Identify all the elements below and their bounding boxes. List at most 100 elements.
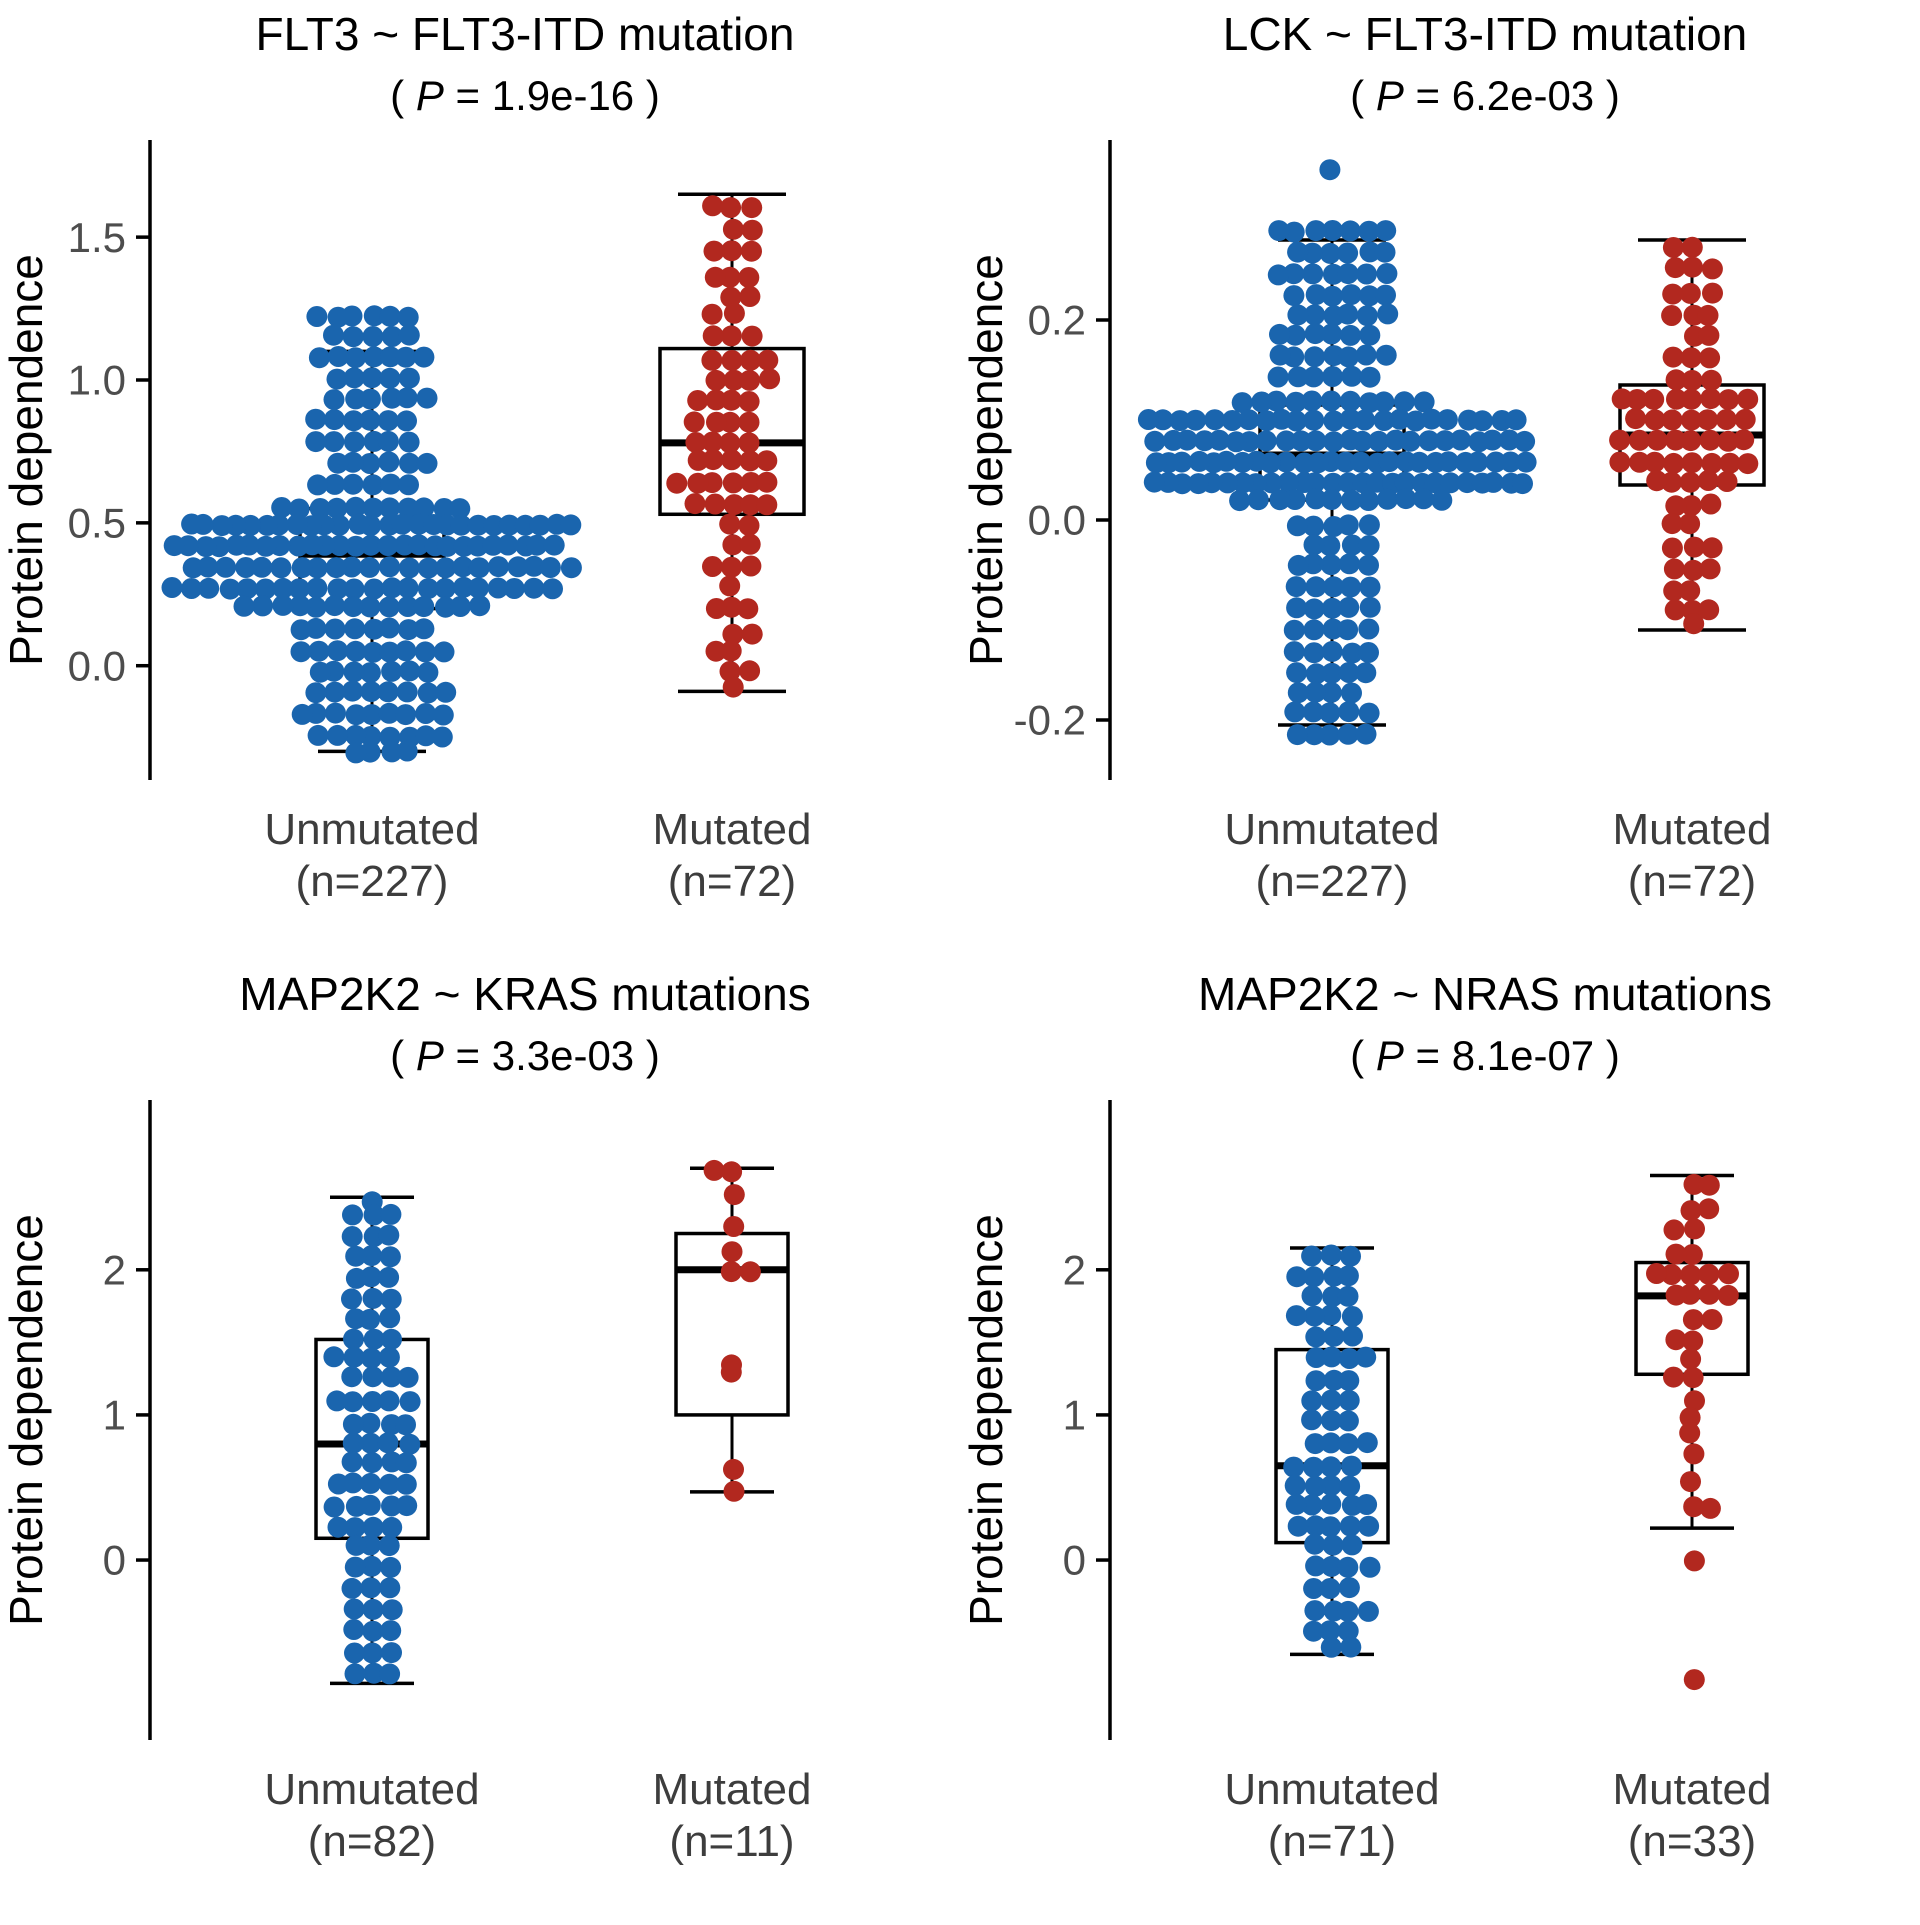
data-point — [1275, 430, 1297, 452]
data-point — [345, 1534, 367, 1556]
data-point — [433, 498, 455, 519]
data-point — [1304, 1600, 1326, 1622]
data-point — [396, 681, 418, 703]
data-point — [235, 557, 257, 578]
data-point — [345, 704, 367, 726]
data-point — [378, 1535, 400, 1557]
data-point — [1359, 241, 1381, 263]
data-point — [1287, 1515, 1309, 1537]
data-point — [363, 578, 385, 600]
data-point — [1267, 366, 1289, 388]
data-point — [1285, 1493, 1307, 1515]
data-point — [359, 409, 381, 431]
data-point — [1500, 451, 1521, 473]
data-point — [291, 703, 313, 725]
data-point — [1646, 470, 1668, 492]
data-point — [1611, 388, 1633, 410]
data-point — [345, 640, 367, 662]
data-point — [344, 1642, 365, 1664]
data-point — [381, 1495, 402, 1517]
data-point — [702, 431, 723, 453]
data-point — [738, 411, 760, 433]
data-point — [1665, 429, 1687, 451]
data-point — [1304, 323, 1326, 345]
data-point — [1284, 701, 1306, 723]
data-point — [1144, 430, 1166, 452]
data-point — [721, 240, 743, 262]
data-point — [342, 473, 364, 495]
data-point — [529, 514, 551, 536]
data-point — [1319, 724, 1341, 746]
data-point — [1680, 1264, 1702, 1286]
data-point — [1437, 451, 1459, 473]
data-point — [307, 724, 329, 746]
data-point — [399, 1433, 421, 1455]
data-point — [436, 535, 458, 557]
data-point — [719, 660, 741, 682]
data-point — [721, 1161, 743, 1183]
data-point — [433, 641, 455, 663]
data-point — [739, 369, 761, 391]
data-point — [290, 619, 312, 641]
data-point — [1337, 619, 1359, 641]
data-point — [434, 577, 456, 599]
data-point — [1359, 576, 1381, 598]
data-point — [1339, 220, 1361, 242]
data-point — [329, 535, 351, 556]
data-point — [487, 556, 509, 578]
data-point — [740, 349, 761, 371]
data-point — [721, 596, 742, 618]
data-point — [1305, 1555, 1327, 1577]
data-point — [323, 324, 344, 346]
data-point — [398, 619, 420, 641]
data-point — [738, 515, 760, 536]
data-point — [1717, 430, 1739, 452]
data-point — [1374, 241, 1396, 263]
data-point — [359, 1412, 381, 1434]
data-point — [1701, 452, 1723, 474]
data-point — [398, 557, 420, 579]
data-point — [327, 640, 348, 662]
panel-subtitle: ( P = 6.2e-03 ) — [1350, 72, 1620, 119]
data-point — [1319, 702, 1341, 724]
data-point — [343, 367, 365, 389]
data-point — [1337, 1556, 1359, 1578]
data-point — [361, 1555, 383, 1577]
data-point — [343, 431, 365, 453]
data-point — [1646, 429, 1668, 451]
data-point — [1663, 1219, 1685, 1241]
data-point — [1320, 1475, 1342, 1497]
data-point — [723, 369, 745, 391]
data-point — [359, 596, 381, 618]
data-point — [163, 535, 185, 557]
data-point — [740, 472, 762, 493]
data-point — [1350, 451, 1372, 473]
data-point — [1339, 1515, 1361, 1537]
data-point — [1679, 580, 1701, 602]
data-point — [1405, 410, 1427, 432]
data-point — [1702, 282, 1723, 304]
y-tick-label: 0 — [1063, 1537, 1086, 1584]
data-point — [1680, 430, 1702, 452]
data-point — [1663, 1366, 1684, 1388]
data-point — [1256, 410, 1278, 432]
data-point — [1358, 514, 1380, 536]
data-point — [1284, 489, 1306, 510]
data-point — [1699, 347, 1721, 369]
data-point — [1679, 282, 1701, 304]
data-point — [1681, 409, 1702, 431]
y-tick-label: -0.2 — [1014, 697, 1086, 744]
data-point — [287, 535, 309, 557]
data-point — [1664, 599, 1686, 621]
data-point — [345, 1308, 367, 1330]
data-point — [1303, 409, 1325, 431]
data-point — [1287, 304, 1309, 326]
data-point — [305, 408, 327, 430]
data-point — [341, 556, 363, 578]
panel-cell-bottom-right: MAP2K2 ~ NRAS mutations ( P = 8.1e-07 ) Pr… — [960, 960, 1920, 1920]
data-point — [414, 641, 436, 663]
data-point — [342, 1413, 364, 1435]
data-point — [1305, 284, 1327, 306]
panel-cell-bottom-left: MAP2K2 ~ KRAS mutations ( P = 3.3e-03 ) Pr… — [0, 960, 960, 1920]
panel-title: MAP2K2 ~ NRAS mutations — [1198, 968, 1772, 1020]
